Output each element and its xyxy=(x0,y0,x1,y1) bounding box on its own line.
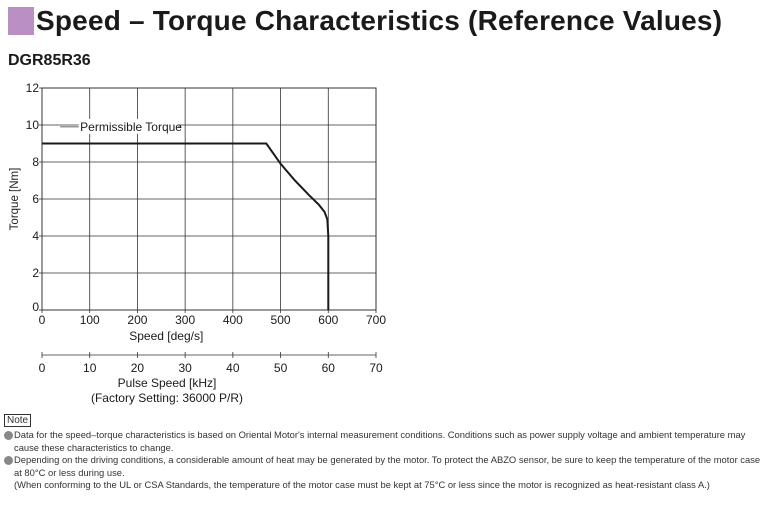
y-axis-ticks: 0 2 4 6 8 10 12 xyxy=(26,81,42,314)
y-tick-label: 6 xyxy=(32,192,39,206)
x-axis-label: Speed [deg/s] xyxy=(129,329,203,343)
y-tick-label: 0 xyxy=(32,300,39,314)
series-layer xyxy=(42,118,330,310)
y-tick-label: 12 xyxy=(26,81,40,95)
secondary-tick-label: 60 xyxy=(322,361,336,375)
note-item: Data for the speed–torque characteristic… xyxy=(4,429,762,454)
x-tick-label: 300 xyxy=(175,313,195,327)
y-axis-label: Torque [Nm] xyxy=(9,168,21,231)
x-tick-label: 700 xyxy=(366,313,386,327)
secondary-tick-label: 20 xyxy=(131,361,145,375)
bullet-icon xyxy=(4,456,13,466)
note-text: Data for the speed–torque characteristic… xyxy=(14,429,746,453)
x-tick-label: 600 xyxy=(318,313,338,327)
secondary-tick-label: 50 xyxy=(274,361,288,375)
secondary-axis: 0 10 20 30 40 50 60 70 xyxy=(39,352,383,375)
notes-section: Note Data for the speed–torque character… xyxy=(4,414,762,492)
x-tick-label: 100 xyxy=(80,313,100,327)
bullet-icon xyxy=(4,431,13,440)
note-extra: (When conforming to the UL or CSA Standa… xyxy=(14,479,710,491)
y-tick-label: 10 xyxy=(26,118,40,132)
speed-torque-chart: 0 2 4 6 8 10 12 0 100 200 300 400 500 600 700 0 10 20 30… xyxy=(9,81,386,405)
x-tick-label: 0 xyxy=(39,313,46,327)
secondary-axis-label: Pulse Speed [kHz] xyxy=(118,376,217,390)
note-text: Depending on the driving conditions, a c… xyxy=(14,454,761,478)
y-tick-label: 8 xyxy=(32,155,39,169)
model-name: DGR85R36 xyxy=(8,52,91,69)
y-tick-label: 2 xyxy=(32,266,39,280)
secondary-axis-sublabel: (Factory Setting: 36000 P/R) xyxy=(91,391,243,405)
series-line xyxy=(42,142,330,310)
label-background xyxy=(78,118,178,134)
secondary-tick-label: 30 xyxy=(178,361,192,375)
series-label: Permissible Torque xyxy=(80,120,182,134)
note-label: Note xyxy=(4,414,32,427)
secondary-tick-label: 70 xyxy=(369,361,383,375)
secondary-tick-label: 10 xyxy=(83,361,97,375)
page-header: Speed – Torque Characteristics (Referenc… xyxy=(8,4,722,38)
x-tick-label: 400 xyxy=(223,313,243,327)
secondary-tick-label: 40 xyxy=(226,361,240,375)
y-tick-label: 4 xyxy=(32,229,39,243)
secondary-tick-label: 0 xyxy=(39,361,46,375)
page-title: Speed – Torque Characteristics (Referenc… xyxy=(36,5,723,36)
x-tick-label: 500 xyxy=(271,313,291,327)
grid xyxy=(41,87,377,311)
note-item: Depending on the driving conditions, a c… xyxy=(4,454,762,479)
x-tick-label: 200 xyxy=(127,313,147,327)
header-marker xyxy=(8,7,34,35)
x-axis-ticks: 0 100 200 300 400 500 600 700 xyxy=(39,310,386,327)
